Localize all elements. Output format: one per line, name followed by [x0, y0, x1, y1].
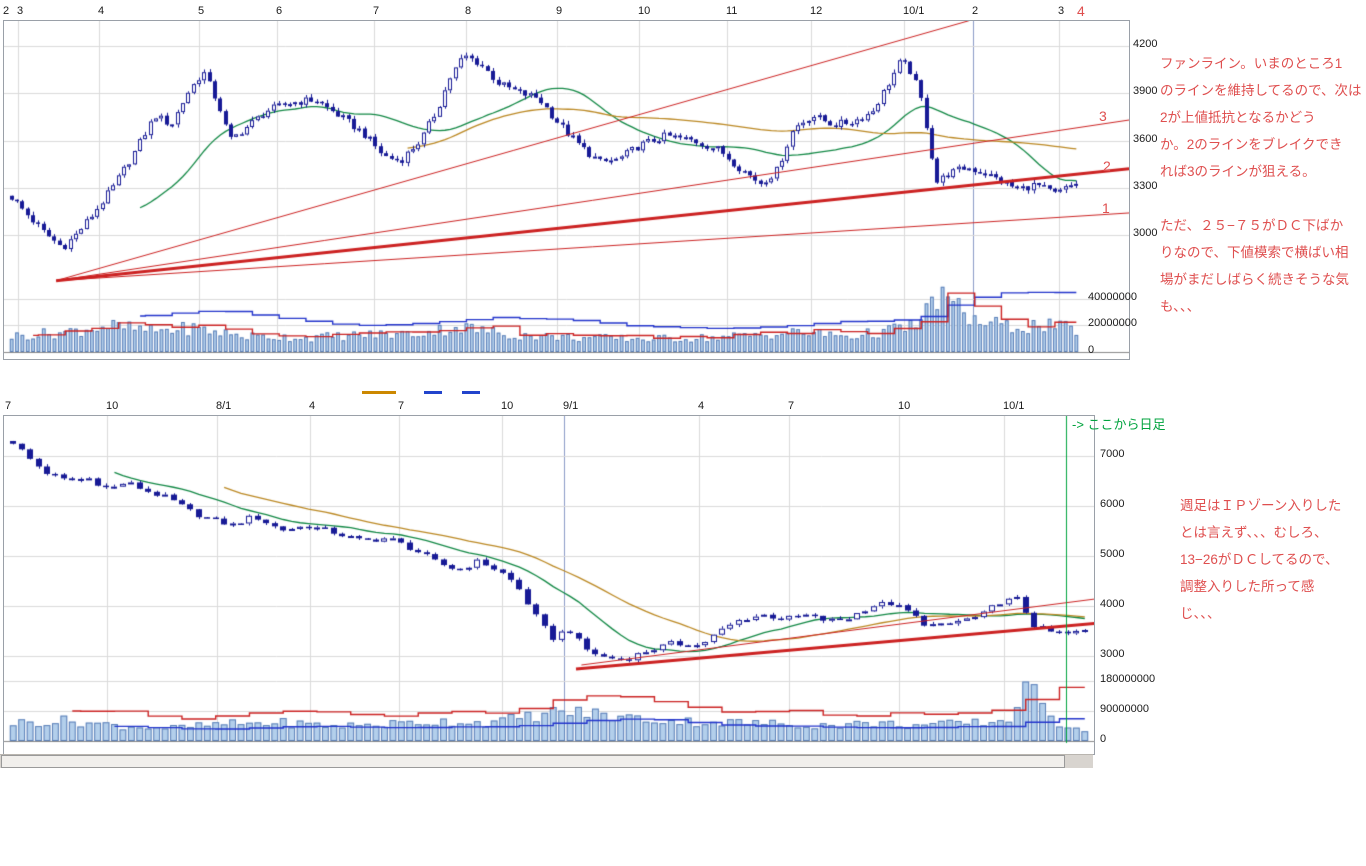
weekly-price-axis-label: 5000: [1100, 548, 1125, 560]
daily-x-axis-label: 11: [726, 5, 738, 17]
legend-mark: [462, 391, 480, 394]
legend-mark: [362, 391, 396, 394]
weekly-x-axis-label: 10: [898, 400, 911, 412]
daily-x-axis-label: 3: [1058, 5, 1065, 17]
daily-x-axis-label: 3: [17, 5, 24, 17]
daily-price-axis-label: 3600: [1133, 132, 1158, 145]
fan-line-label-2: 2: [1103, 158, 1111, 174]
weekly-price-axis-label: 7000: [1100, 448, 1125, 460]
weekly-x-axis-label: 10: [106, 400, 119, 412]
daily-price-axis-label: 3300: [1133, 179, 1158, 192]
daily-x-axis-label: 10: [638, 5, 651, 17]
daily-volume-axis-label: 20000000: [1088, 317, 1137, 330]
weekly-x-axis-label: 4: [309, 400, 316, 412]
daily-x-axis-label: 8: [465, 5, 472, 17]
daily-x-axis-label: 7: [373, 5, 380, 17]
daily-price-axis-label: 4200: [1133, 38, 1158, 50]
weekly-x-axis-label: 9/1: [563, 400, 579, 412]
weekly-price-axis-label: 3000: [1100, 648, 1125, 660]
weekly-chart-panel[interactable]: [3, 415, 1095, 755]
daily-from-here-marker: -> ここから日足: [1072, 417, 1166, 432]
weekly-volume-axis-label: 0: [1100, 733, 1107, 745]
weekly-x-axis-label: 7: [788, 400, 795, 412]
daily-volume-axis-label: 0: [1088, 344, 1095, 356]
weekly-volume-axis-label: 90000000: [1100, 703, 1149, 715]
fan-line-label-4: 4: [1077, 3, 1085, 19]
weekly-x-axis-label: 7: [5, 400, 12, 412]
fan-lines-comment: ファンライン。いまのところ1 のラインを維持してるので、次は 2が上値抵抗となるかど…: [1160, 56, 1362, 179]
daily-x-axis-label: 6: [276, 5, 283, 17]
weekly-x-axis-label: 4: [698, 400, 705, 412]
weekly-x-axis-label: 10: [501, 400, 514, 412]
daily-x-axis-label: 12: [810, 5, 823, 17]
daily-x-axis-label: 4: [98, 5, 105, 17]
weekly-chart-comment: 週足はＩＰゾーン入りした とは言えず、、、むしろ、 13−26がＤＣしてるので、 調整…: [1180, 498, 1342, 621]
scrollbar-thumb[interactable]: [1, 755, 1065, 768]
weekly-price-axis-label: 4000: [1100, 598, 1125, 610]
daily-x-axis-label: 5: [198, 5, 205, 17]
daily-x-axis-label: 10/1: [903, 5, 925, 17]
daily-price-axis-label: 3000: [1133, 227, 1158, 239]
weekly-x-axis-label: 7: [398, 400, 405, 412]
daily-x-axis-label: 9: [556, 5, 563, 17]
legend-mark: [424, 391, 442, 394]
weekly-x-axis-label: 10/1: [1003, 400, 1025, 412]
daily-chart-panel[interactable]: [3, 20, 1130, 360]
weekly-volume-axis-label: 180000000: [1100, 673, 1156, 685]
horizontal-scrollbar[interactable]: [0, 754, 1093, 768]
daily-volume-axis-label: 40000000: [1088, 290, 1137, 303]
weekly-x-axis-label: 8/1: [216, 400, 232, 412]
daily-price-axis-label: 3900: [1133, 85, 1158, 98]
weekly-candlestick-canvas[interactable]: [4, 416, 1094, 754]
dead-cross-comment: ただ、２５−７５がＤＣ下ばか りなので、下値模索で横ばい相 場がまだしばらく続きそう…: [1160, 218, 1349, 314]
fan-line-label-3: 3: [1099, 108, 1107, 124]
weekly-price-axis-label: 6000: [1100, 498, 1125, 510]
fan-line-label-1: 1: [1102, 200, 1110, 216]
daily-x-axis-label: 2: [3, 5, 10, 17]
daily-x-axis-label: 2: [972, 5, 979, 17]
daily-candlestick-canvas[interactable]: [4, 21, 1129, 359]
